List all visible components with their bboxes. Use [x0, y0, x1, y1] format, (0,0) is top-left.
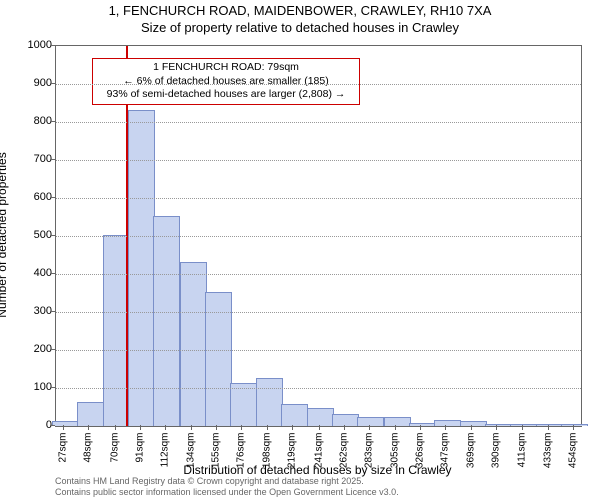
y-tick-mark — [50, 45, 55, 46]
chart-titles: 1, FENCHURCH ROAD, MAIDENBOWER, CRAWLEY,… — [0, 3, 600, 37]
annotation-line-2: ← 6% of detached houses are smaller (185… — [99, 75, 353, 89]
bar — [77, 402, 104, 426]
gridline — [56, 312, 581, 313]
gridline — [56, 122, 581, 123]
y-tick-mark — [50, 235, 55, 236]
y-tick-mark — [50, 83, 55, 84]
annotation-line-3: 93% of semi-detached houses are larger (… — [99, 88, 353, 102]
gridline — [56, 274, 581, 275]
x-tick-mark — [445, 425, 446, 430]
x-tick-mark — [241, 425, 242, 430]
x-axis-label: Distribution of detached houses by size … — [55, 463, 580, 477]
y-tick-label: 1000 — [7, 39, 52, 51]
x-tick-mark — [548, 425, 549, 430]
bar — [281, 404, 308, 426]
x-tick-mark — [165, 425, 166, 430]
x-tick-mark — [522, 425, 523, 430]
y-tick-label: 300 — [7, 305, 52, 317]
y-tick-mark — [50, 121, 55, 122]
y-tick-mark — [50, 387, 55, 388]
gridline — [56, 84, 581, 85]
bar — [536, 424, 563, 426]
y-tick-mark — [50, 273, 55, 274]
x-tick-mark — [216, 425, 217, 430]
y-tick-label: 400 — [7, 267, 52, 279]
x-tick-mark — [140, 425, 141, 430]
bar — [256, 378, 283, 427]
y-tick-mark — [50, 159, 55, 160]
y-tick-label: 0 — [7, 419, 52, 431]
x-tick-mark — [319, 425, 320, 430]
bar — [409, 423, 436, 426]
bar — [460, 421, 487, 426]
bar — [52, 421, 79, 426]
x-tick-mark — [471, 425, 472, 430]
x-tick-mark — [88, 425, 89, 430]
gridline — [56, 236, 581, 237]
y-tick-mark — [50, 425, 55, 426]
title-line-1: 1, FENCHURCH ROAD, MAIDENBOWER, CRAWLEY,… — [0, 3, 600, 20]
gridline — [56, 388, 581, 389]
gridline — [56, 160, 581, 161]
y-tick-mark — [50, 197, 55, 198]
y-tick-label: 100 — [7, 381, 52, 393]
x-tick-mark — [292, 425, 293, 430]
y-tick-mark — [50, 349, 55, 350]
x-tick-mark — [573, 425, 574, 430]
annotation-line-1: 1 FENCHURCH ROAD: 79sqm — [99, 61, 353, 75]
bar — [384, 417, 411, 426]
bar — [357, 417, 384, 426]
y-tick-label: 700 — [7, 153, 52, 165]
y-tick-label: 900 — [7, 77, 52, 89]
bar — [561, 424, 588, 426]
gridline — [56, 198, 581, 199]
x-tick-mark — [344, 425, 345, 430]
bar — [230, 383, 257, 426]
title-line-2: Size of property relative to detached ho… — [0, 20, 600, 37]
y-tick-label: 600 — [7, 191, 52, 203]
x-tick-mark — [267, 425, 268, 430]
x-tick-mark — [115, 425, 116, 430]
y-tick-label: 200 — [7, 343, 52, 355]
attribution-line-1: Contains HM Land Registry data © Crown c… — [55, 476, 580, 487]
bar — [307, 408, 334, 426]
attribution-line-2: Contains public sector information licen… — [55, 487, 580, 498]
attribution: Contains HM Land Registry data © Crown c… — [55, 476, 580, 498]
x-tick-mark — [63, 425, 64, 430]
bar — [128, 110, 155, 426]
x-tick-mark — [369, 425, 370, 430]
bar — [153, 216, 180, 426]
bar — [510, 424, 537, 426]
y-tick-label: 800 — [7, 115, 52, 127]
bar — [485, 424, 512, 426]
y-tick-label: 500 — [7, 229, 52, 241]
x-tick-mark — [395, 425, 396, 430]
x-tick-mark — [420, 425, 421, 430]
x-tick-mark — [191, 425, 192, 430]
chart-container: 1, FENCHURCH ROAD, MAIDENBOWER, CRAWLEY,… — [0, 0, 600, 500]
gridline — [56, 350, 581, 351]
bar — [434, 420, 461, 426]
bar — [332, 414, 359, 426]
bar — [180, 262, 207, 426]
annotation-box: 1 FENCHURCH ROAD: 79sqm ← 6% of detached… — [92, 58, 360, 105]
y-tick-mark — [50, 311, 55, 312]
plot-area: 1 FENCHURCH ROAD: 79sqm ← 6% of detached… — [55, 45, 582, 427]
x-tick-mark — [496, 425, 497, 430]
